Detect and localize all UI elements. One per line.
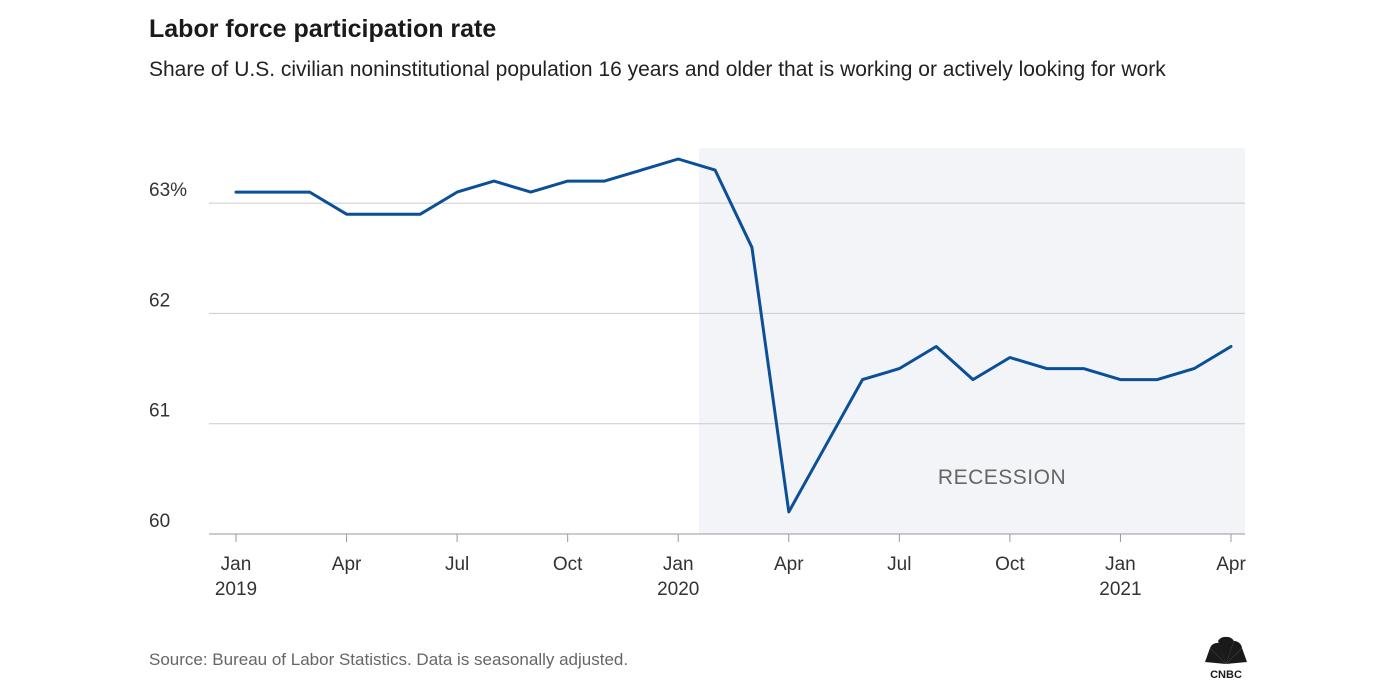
x-tick-label: Jul bbox=[445, 554, 469, 575]
x-tick-label: Apr bbox=[1216, 554, 1246, 575]
series-line bbox=[234, 157, 1233, 514]
recession-shade bbox=[699, 148, 1245, 534]
y-tick-label: 60 bbox=[149, 511, 170, 532]
y-tick-label: 61 bbox=[149, 401, 170, 422]
series-layer bbox=[234, 157, 1233, 514]
gridlines bbox=[209, 202, 1245, 535]
x-tick-label: Jan bbox=[1105, 554, 1136, 575]
x-tick-label: Oct bbox=[553, 554, 583, 575]
x-tick-label: Oct bbox=[995, 554, 1025, 575]
x-tick-label: Jan bbox=[221, 554, 252, 575]
chart-title: Labor force participation rate bbox=[149, 15, 497, 43]
line-chart: RECESSION 63% 62 61 60 Jan 2019 Apr Jul Oct Jan 2… bbox=[149, 148, 1246, 600]
x-tick-year-label: 2021 bbox=[1099, 579, 1141, 600]
y-tick-label: 63% bbox=[149, 180, 187, 201]
x-axis: Jan 2019 Apr Jul Oct Jan 2020 Apr Jul Oct Jan 2021 A… bbox=[215, 534, 1246, 600]
y-tick-label: 62 bbox=[149, 290, 170, 311]
svg-text:CNBC: CNBC bbox=[1210, 669, 1242, 680]
chart-subtitle: Share of U.S. civilian noninstitutional … bbox=[149, 58, 1166, 81]
x-tick-year-label: 2019 bbox=[215, 579, 257, 600]
x-tick-label: Jan bbox=[663, 554, 694, 575]
x-tick-year-label: 2020 bbox=[657, 579, 699, 600]
recession-shade-layer: RECESSION bbox=[699, 148, 1245, 534]
source-note: Source: Bureau of Labor Statistics. Data… bbox=[149, 650, 629, 669]
x-tick-label: Apr bbox=[774, 554, 804, 575]
y-axis: 63% 62 61 60 bbox=[149, 180, 187, 532]
x-tick-label: Jul bbox=[887, 554, 911, 575]
x-tick-label: Apr bbox=[332, 554, 362, 575]
cnbc-logo: CNBC bbox=[1205, 636, 1247, 680]
recession-label: RECESSION bbox=[938, 466, 1066, 489]
